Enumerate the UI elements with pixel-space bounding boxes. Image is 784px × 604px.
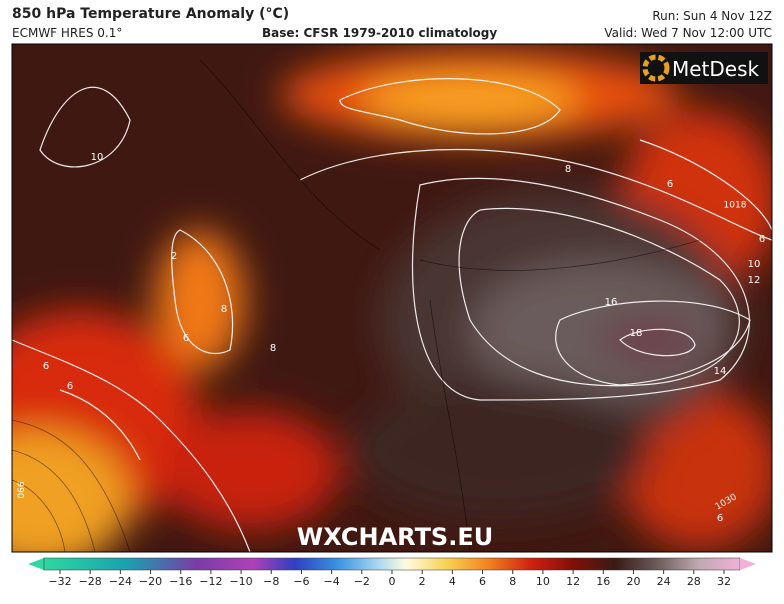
contour-label: 8	[565, 164, 571, 175]
colorbar-label: 0	[389, 575, 396, 588]
colorbar-label: 12	[566, 575, 580, 588]
contour-label: 990	[15, 481, 25, 498]
contour-label: 14	[714, 366, 727, 377]
contour-label: 6	[67, 381, 73, 392]
colorbar-label: −4	[324, 575, 340, 588]
colorbar-label: −6	[293, 575, 309, 588]
contour-label: 10	[748, 259, 761, 270]
colorbar-label: −20	[139, 575, 162, 588]
contour-label: 16	[605, 297, 618, 308]
title: 850 hPa Temperature Anomaly (°C)	[12, 6, 289, 22]
colorbar-label: 32	[717, 575, 731, 588]
colorbar-label: −16	[169, 575, 192, 588]
colorbar-label: 8	[509, 575, 516, 588]
colorbar-label: −28	[79, 575, 102, 588]
colorbar-label: −10	[229, 575, 252, 588]
colorbar-label: 28	[687, 575, 701, 588]
watermark: WXCHARTS.EU	[297, 523, 493, 551]
colorbar-label: 10	[536, 575, 550, 588]
colorbar-label: 2	[419, 575, 426, 588]
colorbar-label: −2	[354, 575, 370, 588]
colorbar: −32 −28 −24 −20 −16 −12 −10 −8 −6 −4 −2 0 2 4 6 8 10 12 16…	[28, 557, 756, 588]
colorbar-label: −24	[109, 575, 132, 588]
map-frame	[11, 43, 773, 553]
contour-label: 6	[183, 333, 189, 344]
colorbar-label: 24	[657, 575, 671, 588]
run: Run: Sun 4 Nov 12Z	[652, 9, 772, 23]
colorbar-label: −32	[48, 575, 71, 588]
contour-label: 8	[221, 304, 227, 315]
colorbar-label: 6	[479, 575, 486, 588]
contour-label: 10	[91, 152, 104, 163]
contour-label: 12	[748, 275, 761, 286]
colorbar-label: −8	[263, 575, 279, 588]
colorbar-label: 4	[449, 575, 456, 588]
contour-label: 8	[270, 343, 276, 354]
logo-box: MetDesk	[640, 52, 768, 84]
model: ECMWF HRES 0.1°	[12, 26, 122, 40]
colorbar-label: −12	[199, 575, 222, 588]
colorbar-label: 20	[626, 575, 640, 588]
base: Base: CFSR 1979-2010 climatology	[262, 26, 497, 40]
contour-label: 2	[171, 251, 177, 262]
contour-label: 18	[630, 328, 643, 339]
colorbar-label: 16	[596, 575, 610, 588]
contour-label: 1018	[724, 201, 747, 211]
contour-label: 6	[667, 179, 673, 190]
valid: Valid: Wed 7 Nov 12:00 UTC	[604, 26, 772, 40]
contour-label: 6	[43, 361, 49, 372]
logo: MetDesk	[672, 57, 760, 81]
contour-label: 6	[759, 234, 765, 245]
contour-label: 6	[717, 513, 723, 524]
map: 10 2 8 8 6 6 6 8 6 1018 6 10 12 16 18 14…	[12, 44, 772, 552]
